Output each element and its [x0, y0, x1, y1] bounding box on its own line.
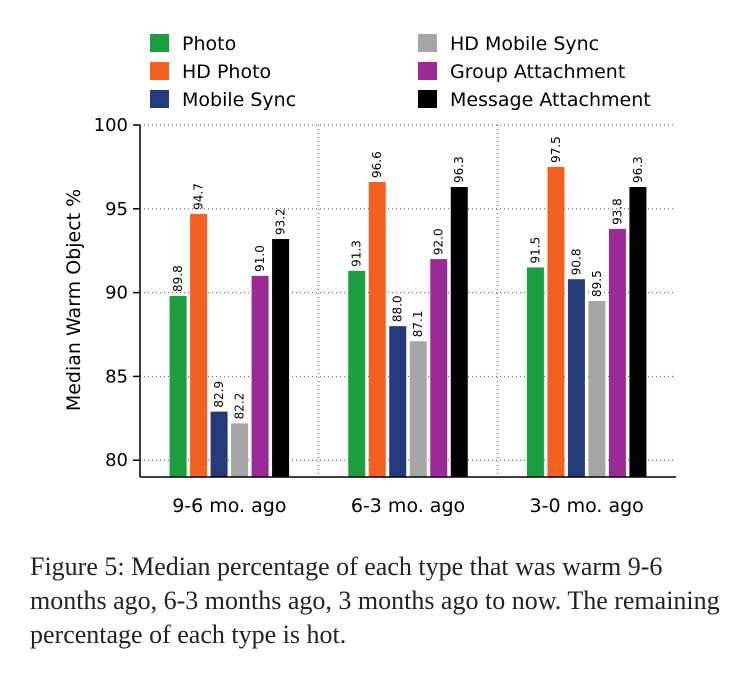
bars	[169, 166, 647, 478]
bar-1-0	[348, 270, 366, 477]
bar-0-0	[169, 295, 187, 477]
data-label: 97.5	[549, 136, 563, 163]
bar-0-2	[210, 411, 228, 477]
legend-swatch	[150, 90, 169, 108]
bar-2-2	[567, 279, 585, 477]
x-tick-label: 3-0 mo. ago	[530, 495, 644, 517]
bar-0-5	[272, 238, 290, 477]
y-tick-label: 85	[105, 366, 128, 387]
data-label: 91.0	[253, 245, 267, 272]
data-label: 96.3	[631, 156, 645, 183]
axes: 80 85 90 95 100 9-6 mo. ago 6-3 mo. ago 3-0 mo.…	[94, 115, 676, 517]
data-label: 93.8	[610, 198, 624, 225]
legend-entry: HD Mobile Sync	[450, 33, 599, 55]
legend: Photo HD Photo Mobile Sync HD Mobile Sync Gr…	[150, 33, 651, 111]
bar-2-4	[608, 228, 626, 477]
legend-swatch	[418, 34, 437, 52]
data-label: 91.3	[350, 240, 364, 267]
bar-chart: Photo HD Photo Mobile Sync HD Mobile Sync Gr…	[63, 33, 676, 517]
bar-1-1	[368, 181, 386, 477]
y-tick-label: 90	[105, 283, 128, 304]
legend-entry: Photo	[182, 33, 236, 55]
gridlines	[140, 124, 676, 477]
bar-1-5	[450, 187, 468, 477]
bar-1-4	[430, 259, 448, 477]
y-tick-label: 80	[105, 450, 128, 471]
legend-swatch	[418, 62, 437, 80]
y-axis-label: Median Warm Object %	[63, 189, 85, 411]
bar-2-1	[547, 166, 565, 477]
data-label: 96.6	[370, 151, 384, 178]
bar-1-2	[389, 326, 407, 477]
legend-entry: Group Attachment	[450, 61, 625, 83]
data-label: 94.7	[192, 183, 206, 210]
data-label: 88.0	[391, 295, 405, 322]
data-labels: 89.8 94.7 82.9 82.2 91.0 93.2 91.3 96.6 88.0 87.1…	[171, 136, 645, 419]
legend-swatch	[418, 90, 437, 108]
data-label: 87.1	[411, 311, 425, 338]
data-label: 91.5	[528, 237, 542, 264]
figure-caption: Figure 5: Median percentage of each type…	[30, 552, 720, 649]
legend-entry: HD Photo	[182, 61, 271, 83]
x-tick-label: 6-3 mo. ago	[351, 495, 465, 517]
data-label: 89.5	[590, 270, 604, 297]
legend-swatch	[150, 62, 169, 80]
bar-0-3	[231, 423, 249, 477]
data-label: 93.2	[274, 208, 288, 235]
data-label: 82.9	[212, 381, 226, 408]
x-tick-label: 9-6 mo. ago	[172, 495, 286, 517]
bar-0-4	[251, 275, 269, 477]
y-tick-label: 95	[105, 199, 128, 220]
data-label: 82.2	[233, 393, 247, 420]
data-label: 90.8	[569, 248, 583, 275]
bar-1-3	[409, 341, 427, 477]
bar-2-5	[629, 187, 647, 477]
legend-entry: Message Attachment	[450, 89, 651, 111]
bar-2-0	[526, 267, 544, 477]
legend-swatch	[150, 34, 169, 52]
data-label: 96.3	[452, 156, 466, 183]
bar-2-3	[588, 301, 606, 477]
legend-entry: Mobile Sync	[182, 89, 296, 111]
y-tick-label: 100	[94, 115, 128, 136]
bar-0-1	[190, 213, 208, 478]
data-label: 92.0	[432, 228, 446, 255]
data-label: 89.8	[171, 265, 185, 292]
